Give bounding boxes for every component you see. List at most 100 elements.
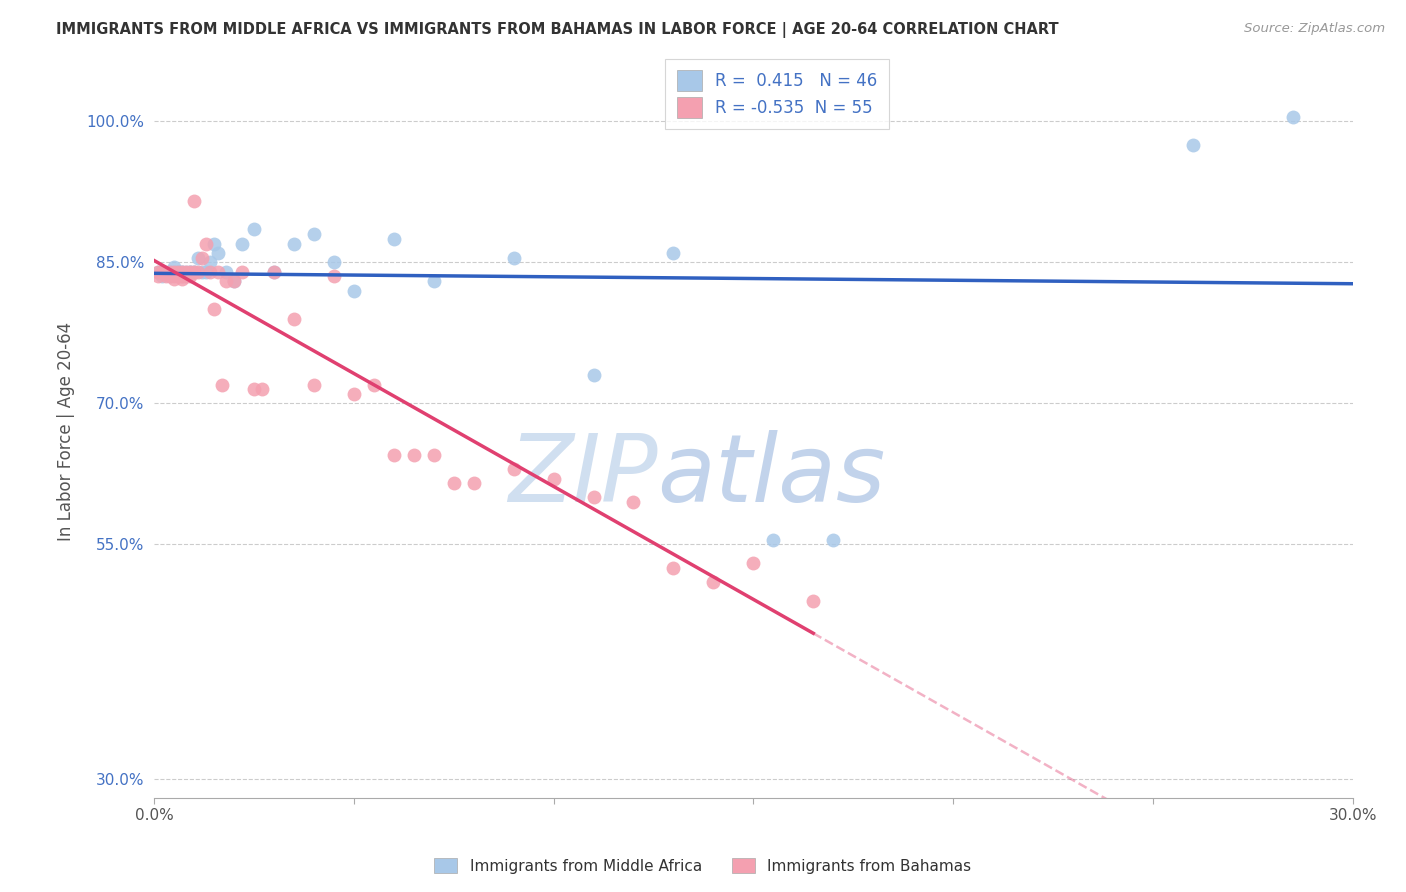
Point — [183, 194, 205, 209]
Point — [215, 274, 238, 288]
Point — [1181, 137, 1204, 152]
Point — [702, 574, 724, 589]
Point — [163, 265, 186, 279]
Point — [422, 274, 444, 288]
Point — [183, 265, 205, 279]
Point — [762, 533, 785, 547]
Text: atlas: atlas — [658, 430, 886, 521]
Point — [502, 251, 524, 265]
Point — [582, 491, 605, 505]
Point — [263, 265, 285, 279]
Point — [1281, 110, 1303, 124]
Point — [163, 272, 186, 286]
Point — [179, 269, 201, 284]
Point — [170, 265, 193, 279]
Point — [343, 387, 366, 401]
Legend: Immigrants from Middle Africa, Immigrants from Bahamas: Immigrants from Middle Africa, Immigrant… — [429, 852, 977, 880]
Point — [662, 246, 685, 260]
Point — [150, 265, 173, 279]
Point — [179, 265, 201, 279]
Text: IMMIGRANTS FROM MIDDLE AFRICA VS IMMIGRANTS FROM BAHAMAS IN LABOR FORCE | AGE 20: IMMIGRANTS FROM MIDDLE AFRICA VS IMMIGRA… — [56, 22, 1059, 38]
Point — [202, 302, 225, 317]
Point — [382, 232, 405, 246]
Point — [170, 269, 193, 284]
Point — [167, 269, 190, 284]
Y-axis label: In Labor Force | Age 20-64: In Labor Force | Age 20-64 — [58, 322, 75, 541]
Point — [159, 265, 181, 279]
Point — [170, 267, 193, 281]
Point — [502, 462, 524, 476]
Point — [211, 377, 233, 392]
Point — [191, 251, 214, 265]
Point — [170, 265, 193, 279]
Text: ZIP: ZIP — [508, 430, 658, 521]
Legend: R =  0.415   N = 46, R = -0.535  N = 55: R = 0.415 N = 46, R = -0.535 N = 55 — [665, 59, 889, 129]
Point — [155, 265, 177, 279]
Point — [231, 265, 253, 279]
Point — [222, 274, 245, 288]
Point — [159, 269, 181, 284]
Point — [187, 265, 209, 279]
Point — [302, 227, 325, 242]
Point — [183, 265, 205, 279]
Point — [174, 265, 197, 279]
Point — [250, 382, 273, 396]
Point — [194, 265, 217, 279]
Point — [623, 495, 645, 509]
Point — [207, 246, 229, 260]
Point — [402, 448, 425, 462]
Point — [382, 448, 405, 462]
Point — [742, 556, 765, 570]
Point — [170, 272, 193, 286]
Point — [150, 269, 173, 284]
Point — [159, 269, 181, 284]
Point — [823, 533, 845, 547]
Point — [146, 265, 169, 279]
Point — [170, 268, 193, 283]
Point — [167, 265, 190, 279]
Point — [174, 269, 197, 284]
Point — [179, 265, 201, 279]
Point — [191, 265, 214, 279]
Point — [322, 255, 344, 269]
Point — [187, 251, 209, 265]
Point — [167, 267, 190, 281]
Point — [243, 222, 266, 236]
Point — [463, 476, 485, 491]
Point — [363, 377, 385, 392]
Point — [222, 274, 245, 288]
Point — [194, 236, 217, 251]
Point — [159, 265, 181, 279]
Point — [174, 269, 197, 284]
Point — [163, 265, 186, 279]
Point — [343, 284, 366, 298]
Point — [322, 269, 344, 284]
Point — [167, 265, 190, 279]
Point — [801, 593, 824, 607]
Point — [243, 382, 266, 396]
Point — [150, 265, 173, 279]
Point — [198, 255, 221, 269]
Point — [170, 265, 193, 279]
Point — [302, 377, 325, 392]
Point — [179, 265, 201, 279]
Point — [543, 471, 565, 485]
Point — [155, 267, 177, 281]
Point — [163, 260, 186, 274]
Text: Source: ZipAtlas.com: Source: ZipAtlas.com — [1244, 22, 1385, 36]
Point — [146, 265, 169, 279]
Point — [198, 265, 221, 279]
Point — [163, 267, 186, 281]
Point — [155, 269, 177, 284]
Point — [167, 265, 190, 279]
Point — [207, 265, 229, 279]
Point — [167, 269, 190, 284]
Point — [443, 476, 465, 491]
Point — [146, 269, 169, 284]
Point — [174, 267, 197, 281]
Point — [202, 236, 225, 251]
Point — [662, 561, 685, 575]
Point — [155, 267, 177, 281]
Point — [582, 368, 605, 383]
Point — [174, 265, 197, 279]
